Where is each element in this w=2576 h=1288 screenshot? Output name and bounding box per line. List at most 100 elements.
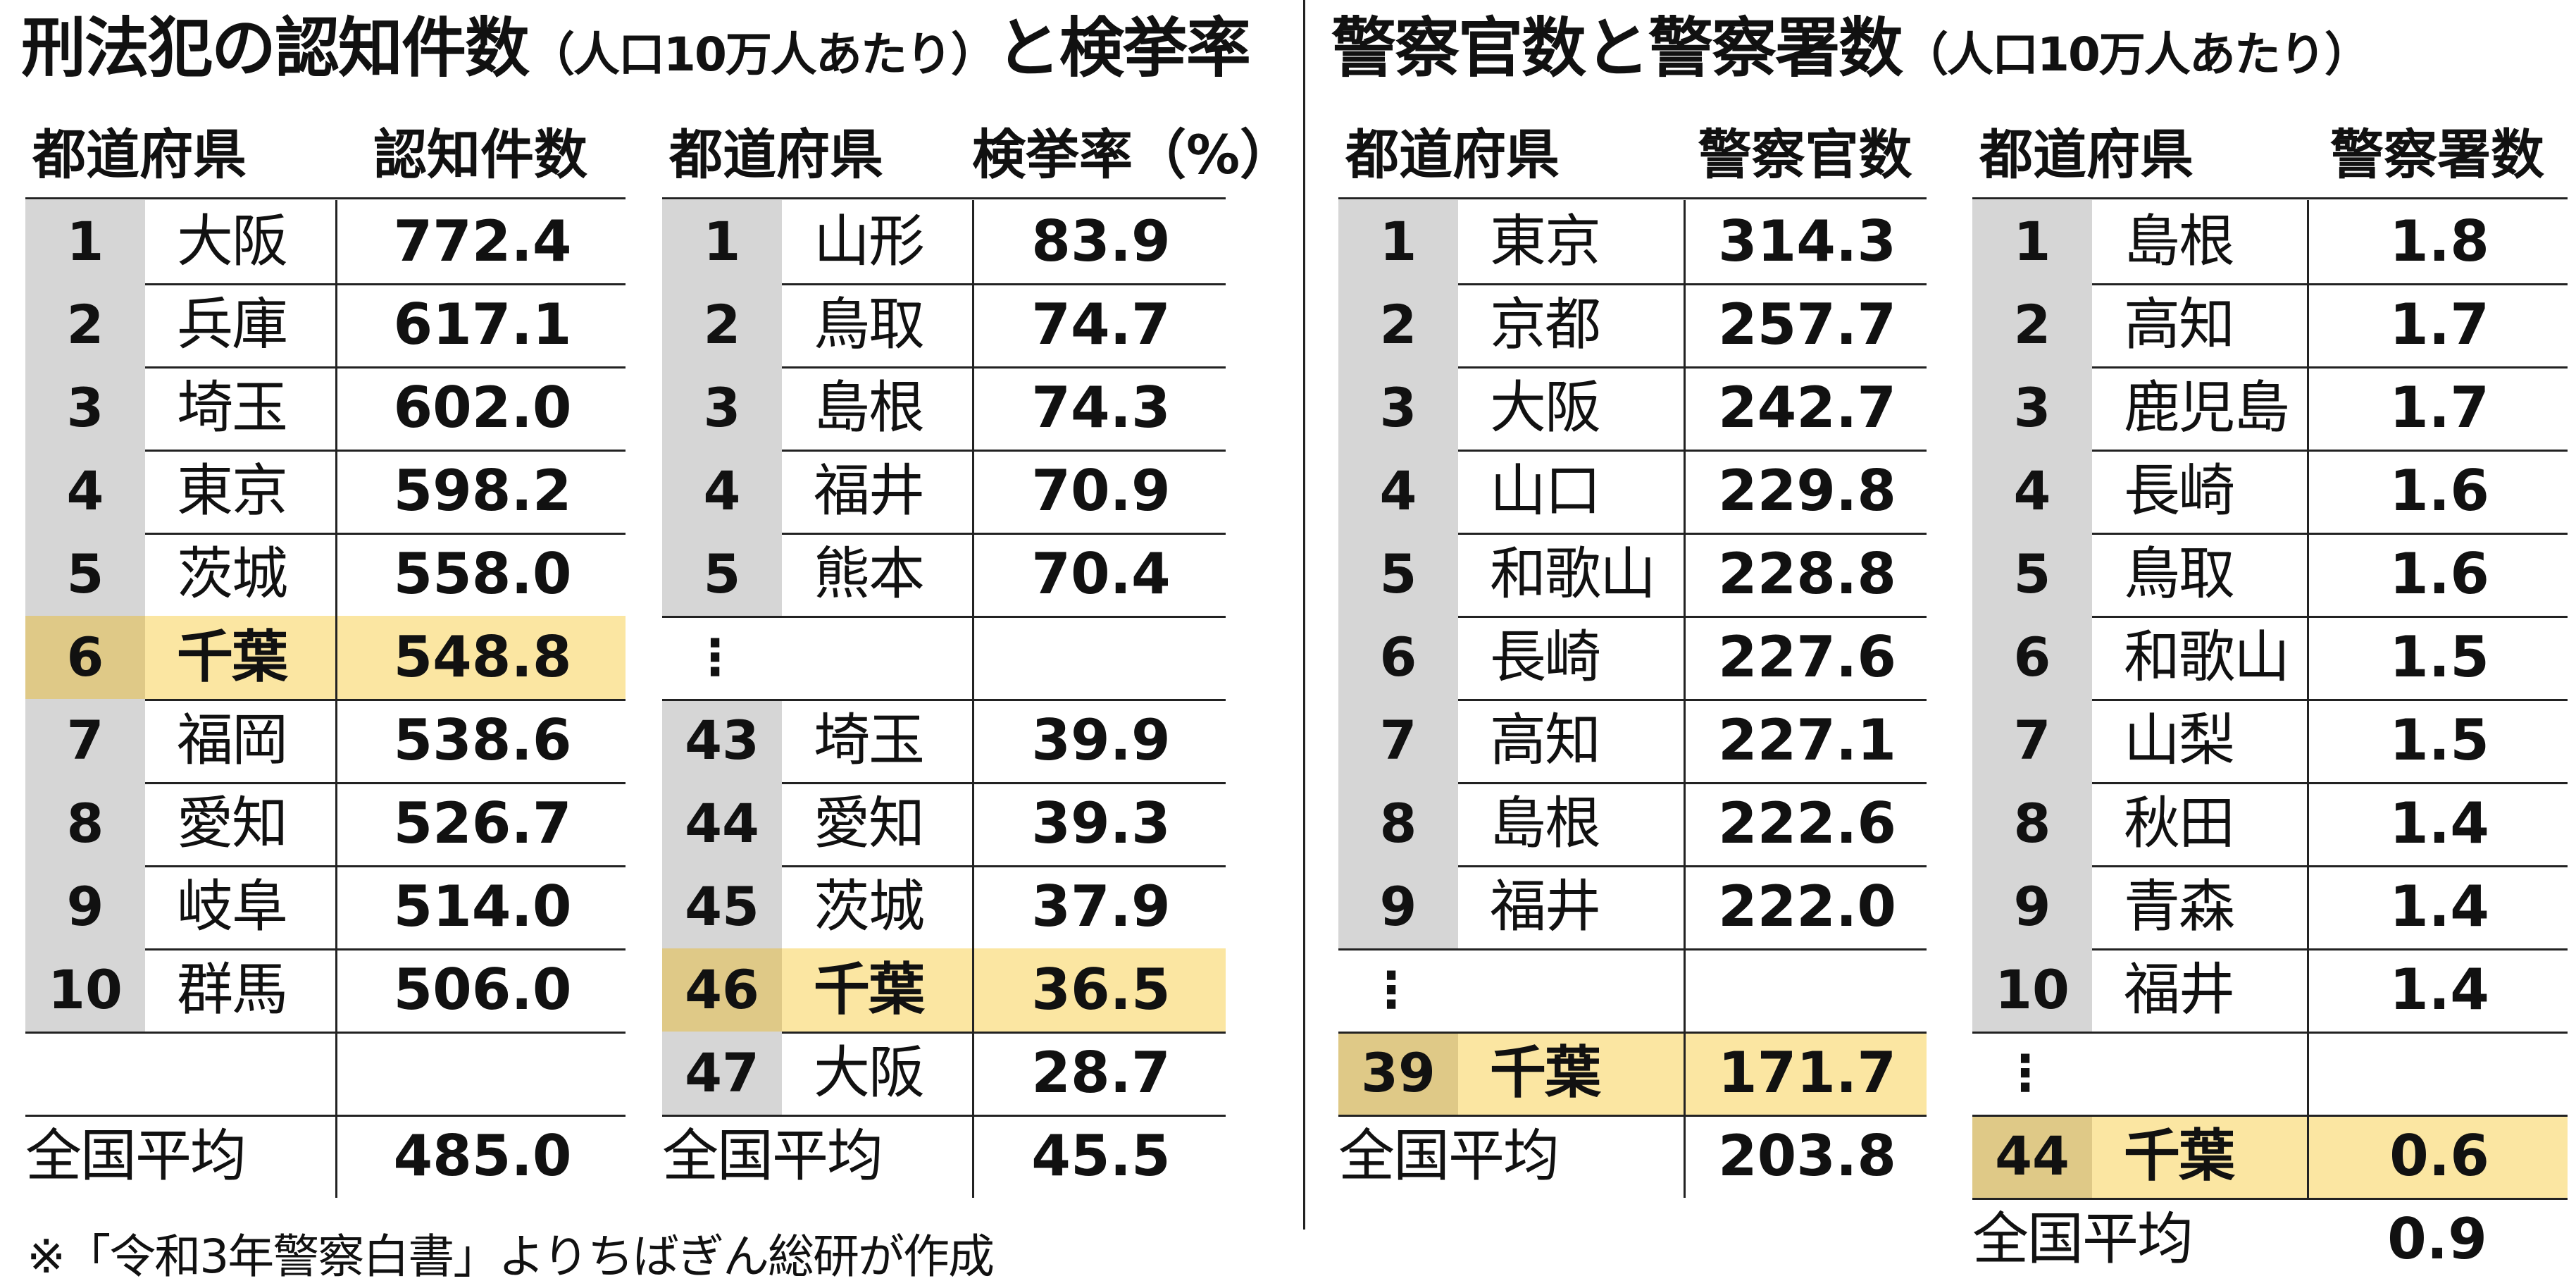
rank-cell: 45 xyxy=(662,865,782,948)
value-cell: 1.5 xyxy=(2307,616,2570,699)
header-rule xyxy=(1972,197,2568,199)
ranking-row: 7 山梨 1.5 xyxy=(1972,699,2568,784)
value-cell: 548.8 xyxy=(335,616,628,699)
rank-cell: 8 xyxy=(1338,782,1458,865)
value-cell: 242.7 xyxy=(1684,366,1929,450)
ranking-row: 44 愛知 39.3 xyxy=(662,782,1226,867)
prefecture-name: 茨城 xyxy=(177,541,288,607)
value-cell: 39.3 xyxy=(972,782,1228,865)
prefecture-name: 島根 xyxy=(2124,209,2235,274)
rank-cell: 7 xyxy=(1338,699,1458,782)
ranking-row: 1 山形 83.9 xyxy=(662,200,1226,285)
prefecture-name: 和歌山 xyxy=(1490,541,1656,607)
prefecture-name: 岐阜 xyxy=(177,874,288,939)
value-cell: 70.4 xyxy=(972,533,1228,616)
ranking-row: 9 福井 222.0 xyxy=(1338,865,1927,950)
rank-cell: 6 xyxy=(1972,616,2092,699)
value-cell xyxy=(2307,1032,2570,1115)
pref-header: 都道府県 xyxy=(1979,123,2194,186)
prefecture-name: 東京 xyxy=(1490,209,1601,274)
ranking-row: 4 東京 598.2 xyxy=(25,450,626,535)
value-cell: 772.4 xyxy=(335,200,628,283)
rank-cell: 1 xyxy=(1338,200,1458,283)
ranking-row: 43 埼玉 39.9 xyxy=(662,699,1226,784)
pref-header: 都道府県 xyxy=(1345,123,1560,186)
rank-cell: 2 xyxy=(662,283,782,366)
rank-cell: 4 xyxy=(25,450,145,533)
ranking-row: 1 大阪 772.4 xyxy=(25,200,626,285)
prefecture-name: 和歌山 xyxy=(2124,624,2290,690)
ellipsis: ⋮ xyxy=(2001,1044,2050,1102)
ellipsis: ⋮ xyxy=(1367,961,1416,1019)
rank-cell: 8 xyxy=(25,782,145,865)
ranking-row: 4 福井 70.9 xyxy=(662,450,1226,535)
value-cell: 227.1 xyxy=(1684,699,1929,782)
rank-cell: 5 xyxy=(1338,533,1458,616)
header-rule xyxy=(1338,197,1927,199)
prefecture-name: 愛知 xyxy=(814,791,925,856)
value-cell: 83.9 xyxy=(972,200,1228,283)
ranking-row: 8 愛知 526.7 xyxy=(25,782,626,867)
left-title: 刑法犯の認知件数（人口10万人あたり）と検挙率 xyxy=(21,10,1251,94)
value-cell: 229.8 xyxy=(1684,450,1929,533)
prefecture-name: 山口 xyxy=(1490,458,1601,524)
section-divider xyxy=(1303,0,1305,1230)
value-cell: 222.6 xyxy=(1684,782,1929,865)
national-average-label: 全国平均 xyxy=(1338,1123,1560,1189)
rank-cell: 10 xyxy=(1972,948,2092,1032)
ranking-row: 9 岐阜 514.0 xyxy=(25,865,626,950)
prefecture-name: 島根 xyxy=(1490,791,1601,856)
value-cell: 1.7 xyxy=(2307,283,2570,366)
right-title-sub: （人口10万人あたり） xyxy=(1902,27,2371,82)
prefecture-name: 埼玉 xyxy=(177,375,288,440)
value-cell: 1.5 xyxy=(2307,699,2570,782)
prefecture-name: 東京 xyxy=(177,458,288,524)
value-cell: 1.6 xyxy=(2307,450,2570,533)
value-cell xyxy=(1684,948,1929,1032)
ranking-row: 5 熊本 70.4 xyxy=(662,533,1226,618)
value-cell: 0.6 xyxy=(2307,1115,2570,1198)
prefecture-name: 高知 xyxy=(2124,292,2235,357)
rank-cell: 8 xyxy=(1972,782,2092,865)
ranking-row: 7 福岡 538.6 xyxy=(25,699,626,784)
prefecture-name: 福井 xyxy=(1490,874,1601,939)
rank-cell: 6 xyxy=(1338,616,1458,699)
ranking-row: 8 秋田 1.4 xyxy=(1972,782,2568,867)
prefecture-name: 千葉 xyxy=(814,957,925,1022)
ranking-row: 45 茨城 37.9 xyxy=(662,865,1226,950)
value-cell: 222.0 xyxy=(1684,865,1929,948)
header-rule xyxy=(662,197,1226,199)
prefecture-name: 兵庫 xyxy=(177,292,288,357)
left-title-main: 刑法犯の認知件数 xyxy=(21,11,530,86)
value-cell: 514.0 xyxy=(335,865,628,948)
value-cell: 558.0 xyxy=(335,533,628,616)
value-cell: 1.4 xyxy=(2307,865,2570,948)
rank-cell: 3 xyxy=(25,366,145,450)
value-cell: 1.6 xyxy=(2307,533,2570,616)
ranking-row: 9 青森 1.4 xyxy=(1972,865,2568,950)
rank-cell: 5 xyxy=(1972,533,2092,616)
rank-cell: 43 xyxy=(662,699,782,782)
value-cell: 37.9 xyxy=(972,865,1228,948)
prefecture-name: 大阪 xyxy=(814,1040,925,1106)
prefecture-name: 鹿児島 xyxy=(2124,375,2290,440)
ranking-row: 2 京都 257.7 xyxy=(1338,283,1927,369)
prefecture-name: 秋田 xyxy=(2124,791,2235,856)
prefecture-name: 大阪 xyxy=(1490,375,1601,440)
ellipsis-row: ⋮ xyxy=(662,616,1226,701)
value-cell: 598.2 xyxy=(335,450,628,533)
value-cell xyxy=(335,1032,628,1115)
value-cell: 1.4 xyxy=(2307,948,2570,1032)
right-title: 警察官数と警察署数（人口10万人あたり） xyxy=(1331,10,2371,94)
value-cell: 1.8 xyxy=(2307,200,2570,283)
right-title-main: 警察官数と警察署数 xyxy=(1331,11,1903,86)
value-cell: 506.0 xyxy=(335,948,628,1032)
rank-cell: 1 xyxy=(662,200,782,283)
national-average-label: 全国平均 xyxy=(1972,1206,2194,1272)
value-cell: 526.7 xyxy=(335,782,628,865)
prefecture-name: 埼玉 xyxy=(814,707,925,773)
national-average-row: 全国平均 203.8 xyxy=(1338,1115,1927,1198)
rank-cell: 1 xyxy=(25,200,145,283)
value-cell: 314.3 xyxy=(1684,200,1929,283)
left-title-end: と検挙率 xyxy=(995,11,1251,86)
